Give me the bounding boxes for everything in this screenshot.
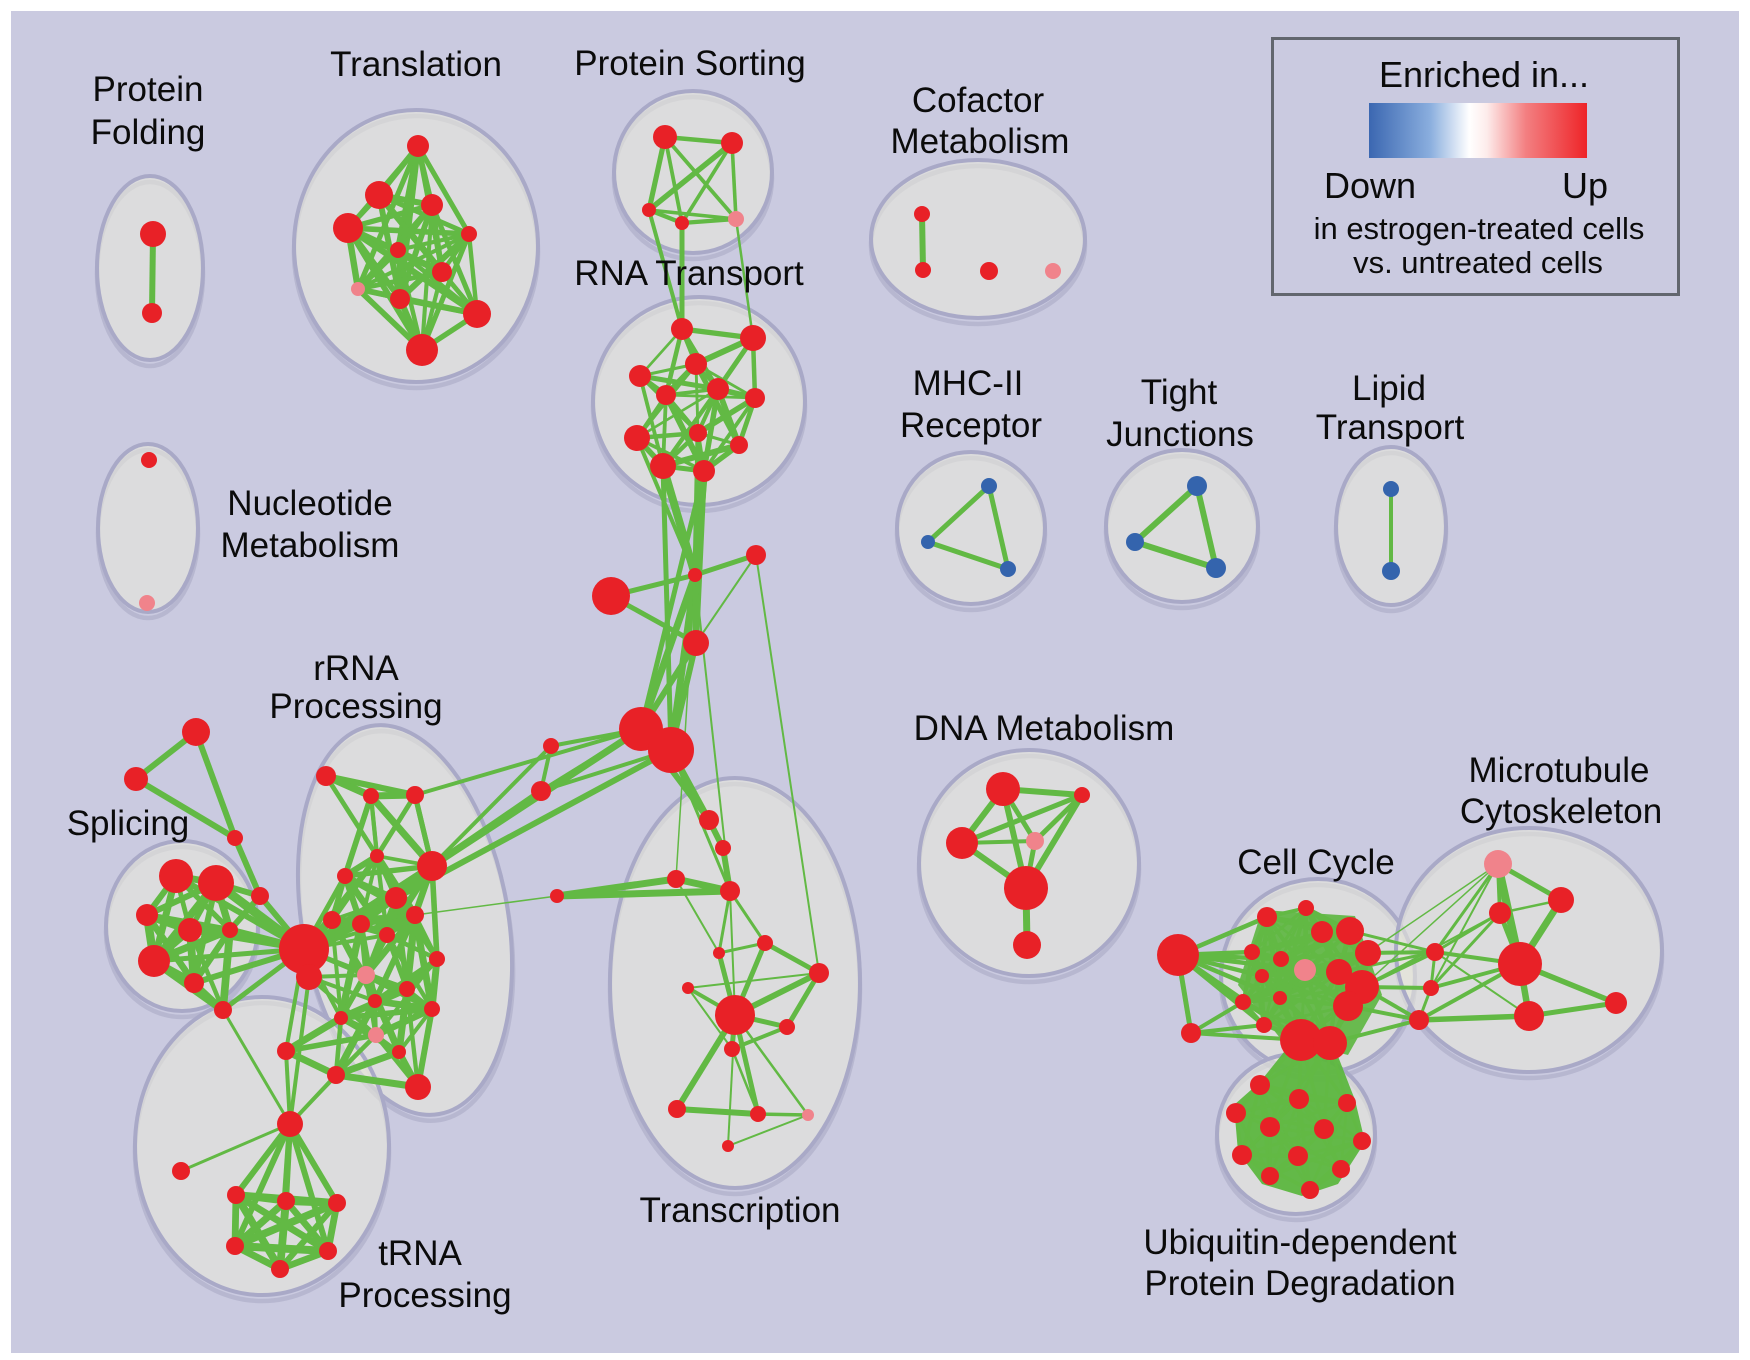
svg-text:Transcription: Transcription: [640, 1191, 841, 1230]
svg-text:Ubiquitin-dependent: Ubiquitin-dependent: [1143, 1223, 1457, 1262]
svg-text:RNA Transport: RNA Transport: [574, 254, 804, 293]
svg-text:Folding: Folding: [91, 113, 206, 152]
svg-text:Junctions: Junctions: [1106, 415, 1254, 454]
svg-text:Cell Cycle: Cell Cycle: [1237, 843, 1395, 882]
svg-text:Nucleotide: Nucleotide: [227, 484, 392, 523]
svg-text:Lipid: Lipid: [1352, 369, 1426, 408]
svg-text:Protein: Protein: [93, 70, 204, 109]
svg-text:Enriched in...: Enriched in...: [1379, 54, 1589, 95]
svg-text:rRNA: rRNA: [313, 649, 399, 688]
svg-text:Receptor: Receptor: [900, 406, 1042, 445]
svg-text:Protein Sorting: Protein Sorting: [574, 44, 806, 83]
svg-text:MHC-II: MHC-II: [913, 364, 1024, 403]
svg-text:DNA Metabolism: DNA Metabolism: [914, 709, 1175, 748]
svg-text:Metabolism: Metabolism: [221, 526, 400, 565]
svg-text:Processing: Processing: [338, 1276, 511, 1315]
svg-text:Processing: Processing: [269, 687, 442, 726]
svg-text:Protein Degradation: Protein Degradation: [1144, 1264, 1455, 1303]
svg-text:Splicing: Splicing: [67, 804, 190, 843]
svg-text:Cytoskeleton: Cytoskeleton: [1460, 792, 1662, 831]
svg-text:Translation: Translation: [330, 45, 502, 84]
svg-text:Cofactor: Cofactor: [912, 81, 1045, 120]
svg-text:vs. untreated cells: vs. untreated cells: [1353, 245, 1603, 280]
svg-text:Metabolism: Metabolism: [891, 122, 1070, 161]
svg-text:Tight: Tight: [1141, 373, 1218, 412]
svg-text:tRNA: tRNA: [378, 1234, 462, 1273]
svg-text:Up: Up: [1562, 165, 1608, 206]
svg-text:in estrogen-treated cells: in estrogen-treated cells: [1314, 211, 1645, 246]
svg-text:Transport: Transport: [1316, 408, 1465, 447]
svg-text:Microtubule: Microtubule: [1469, 751, 1650, 790]
svg-text:Down: Down: [1324, 165, 1416, 206]
